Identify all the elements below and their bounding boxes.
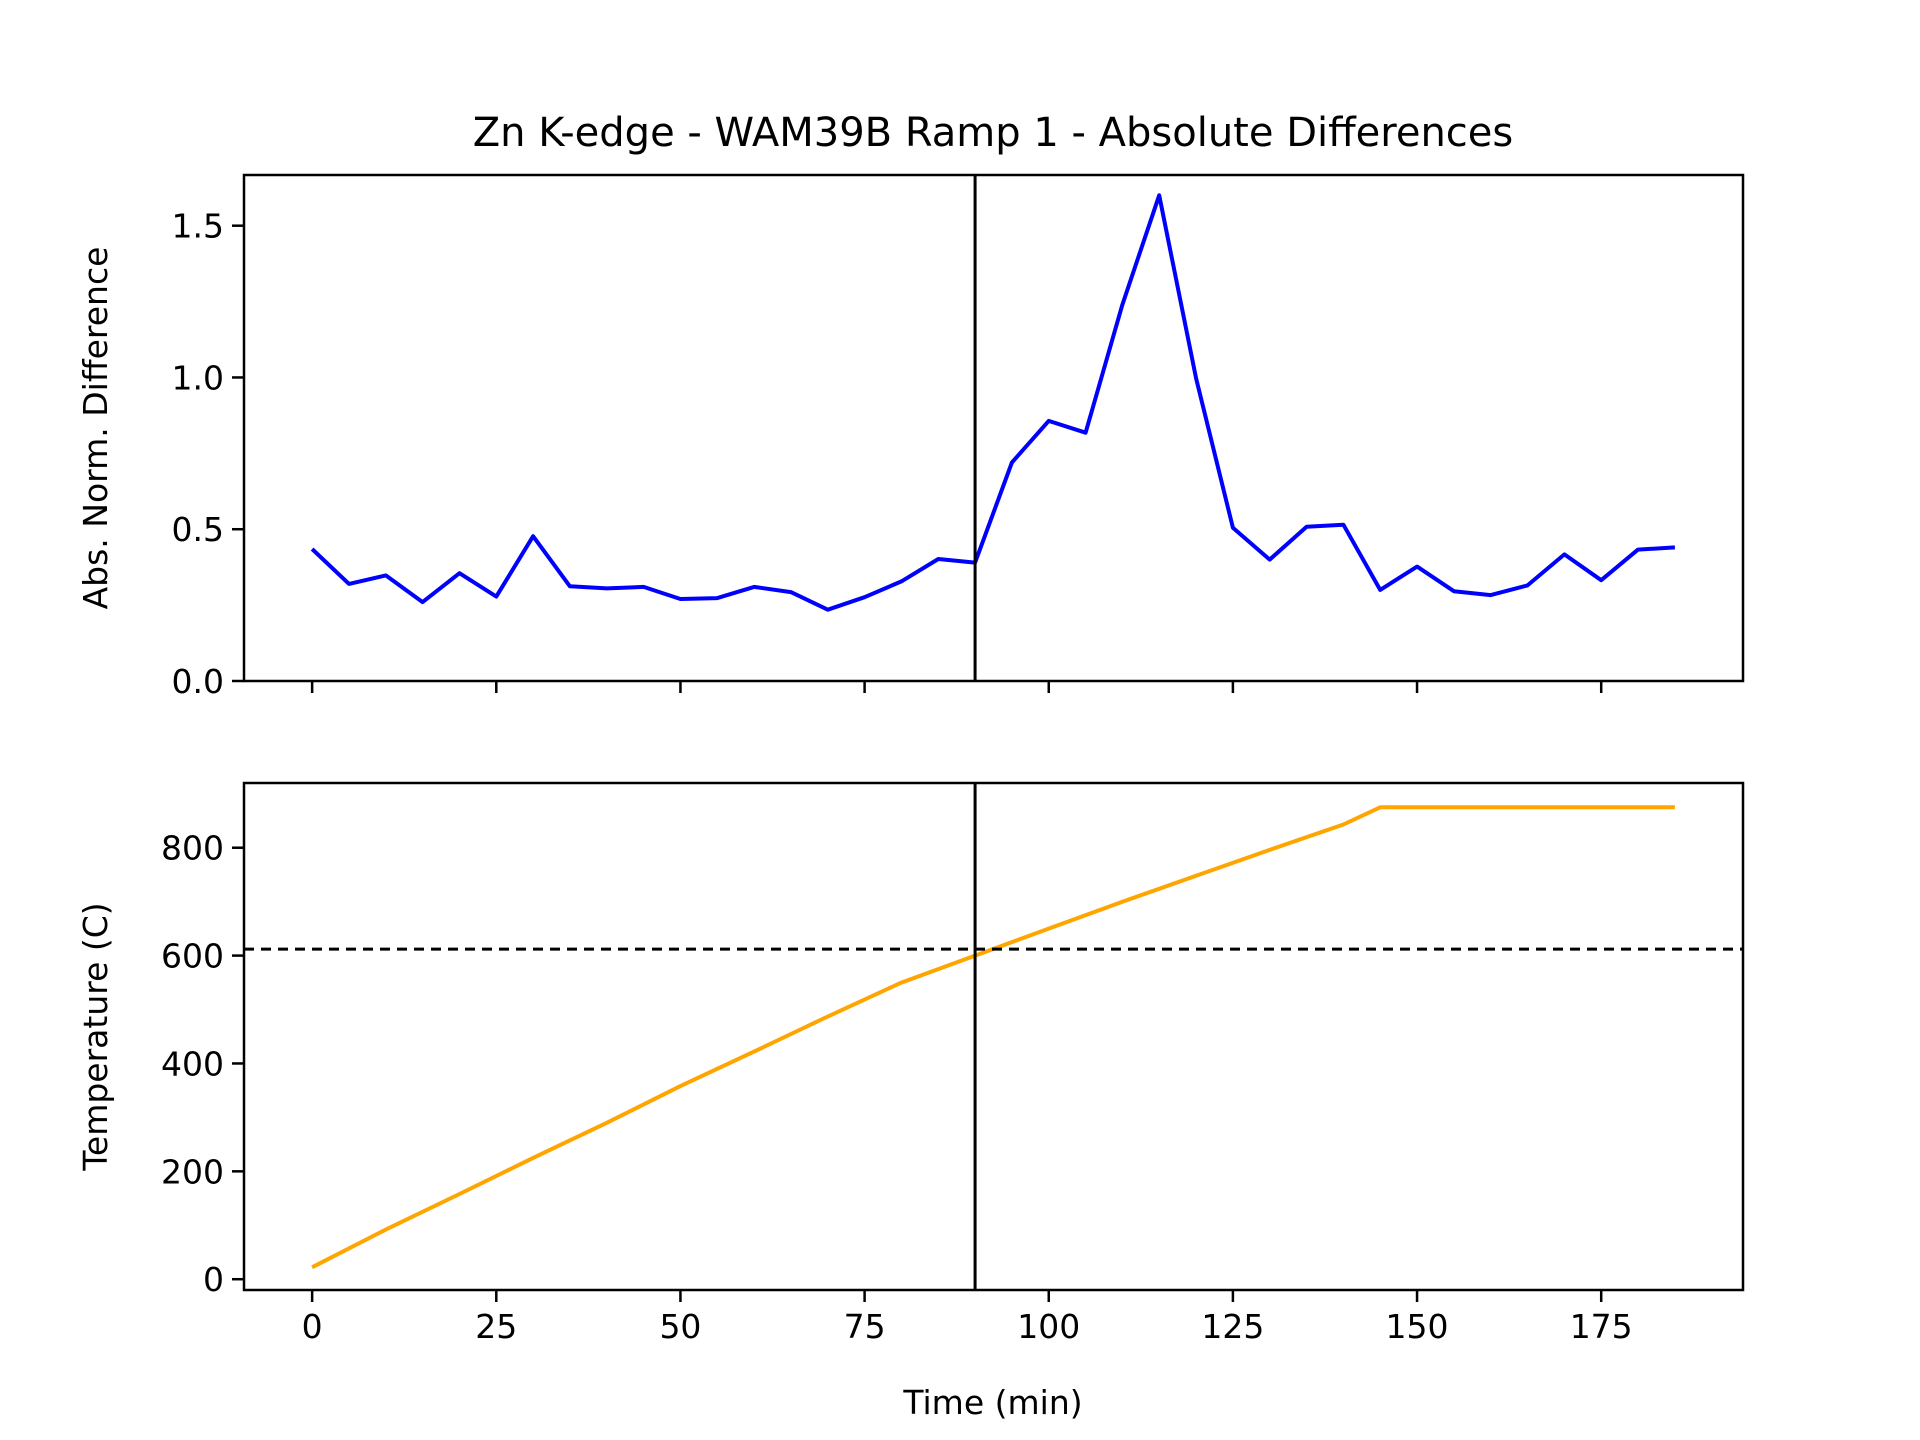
x-tick-label-2: 50 <box>659 1307 701 1346</box>
axes-frame-0 <box>242 173 1745 683</box>
axes-frame-1 <box>242 781 1745 1292</box>
x-tick-label-5: 125 <box>1201 1307 1264 1346</box>
y-axis-label-1: Temperature (C) <box>76 902 115 1171</box>
x-tick-label-3: 75 <box>844 1307 886 1346</box>
y-tick-label-0-0: 0.0 <box>172 662 224 701</box>
top-panel: 0.0 0.5 1.0 1.5 Abs. Norm. Difference <box>76 173 1745 701</box>
y-tick-label-1-1: 200 <box>161 1152 224 1191</box>
series-line-0-0 <box>310 193 1676 612</box>
chart-title: Zn K-edge - WAM39B Ramp 1 - Absolute Dif… <box>473 110 1514 156</box>
y-tick-label-1-2: 400 <box>161 1044 224 1083</box>
y-tick-label-1-0: 0 <box>203 1260 224 1299</box>
y-axis-label-0: Abs. Norm. Difference <box>76 247 115 610</box>
y-tick-label-0-3: 1.5 <box>172 207 224 246</box>
x-tick-label-7: 175 <box>1570 1307 1633 1346</box>
x-tick-label-6: 150 <box>1386 1307 1449 1346</box>
bottom-panel: 0 200 400 600 800 0 25 50 75 100 125 150 175 Temperat… <box>76 781 1745 1346</box>
x-tick-label-1: 25 <box>475 1307 517 1346</box>
x-tick-label-4: 100 <box>1017 1307 1080 1346</box>
y-tick-label-0-1: 0.5 <box>172 510 224 549</box>
y-tick-label-1-3: 600 <box>161 937 224 976</box>
x-axis-label: Time (min) <box>902 1383 1082 1422</box>
series-line-1-0 <box>311 805 1675 1270</box>
x-tick-label-0: 0 <box>302 1307 323 1346</box>
y-tick-label-1-4: 800 <box>161 829 224 868</box>
y-tick-label-0-2: 1.0 <box>172 358 224 397</box>
